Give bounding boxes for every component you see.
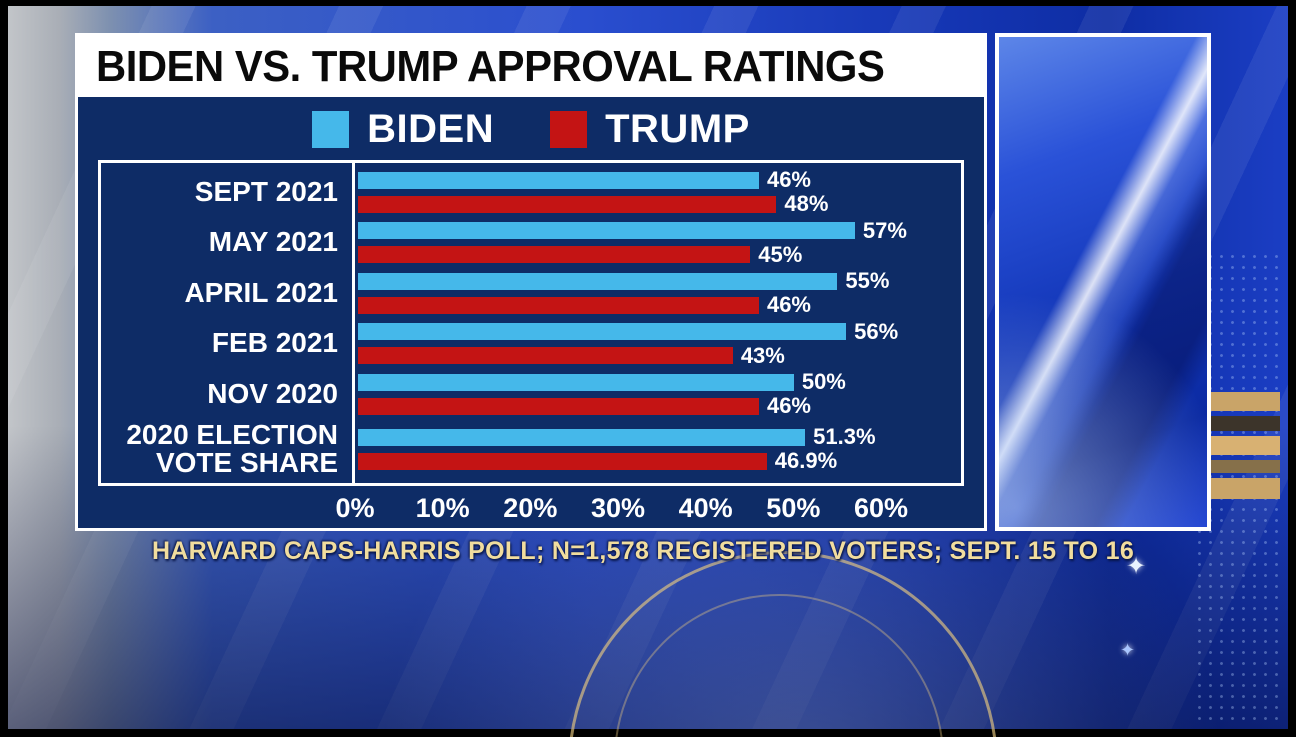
chart-row: FEB 2021 56% 43% [101,319,961,368]
chart-legend: BIDEN TRUMP [78,104,984,154]
bar-group: 57% 45% [352,218,961,267]
bar-value-label: 43% [740,342,785,368]
bar-line: 57% [358,218,907,243]
biden-legend-swatch [312,110,350,148]
bar-line: 48% [358,191,881,217]
category-label: 2020 ELECTION VOTE SHARE [126,418,338,479]
trump-bar [358,296,759,314]
bar-line: 46% [358,292,881,318]
shelf-bar [1198,478,1280,499]
biden-bar [358,272,838,290]
x-tick-label: 50% [766,493,821,523]
bar-value-label: 51.3% [813,424,876,450]
bar-value-label: 57% [862,217,907,243]
biden-bar [358,171,759,189]
trump-bar [358,347,733,365]
shelf-bar [1198,460,1280,473]
bar-line: 56% [358,319,898,344]
bar-group-inner: 46% 48% [358,167,881,217]
chart-row: SEPT 2021 46% 48% [101,167,961,217]
trump-bar [358,397,759,415]
sparkle-icon: ✦ [1126,553,1147,580]
trump-bar [358,195,777,213]
bar-value-label: 46% [766,393,811,419]
chart-row: NOV 2020 50% 46% [101,369,961,419]
bar-value-label: 55% [845,268,890,294]
bar-value-label: 48% [784,191,829,217]
x-tick-label: 0% [335,493,375,523]
x-tick-label: 20% [503,493,558,523]
x-tick-label: 30% [590,493,646,523]
bar-line: 46% [358,393,881,419]
bar-value-label: 45% [758,241,803,267]
x-tick-label: 10% [415,493,470,523]
x-tick-label: 40% [678,493,733,523]
shelf-bar [1198,416,1280,431]
x-axis-ticks: 0% 10% 20% 30% 40% 50% 60% [335,486,908,528]
biden-bar [358,373,794,391]
bar-line: 43% [358,342,881,368]
bar-value-label: 46% [766,292,811,318]
biden-bar [358,323,847,341]
biden-bar [358,222,855,240]
bar-group-inner: 57% 45% [358,218,907,267]
bar-group: 56% 43% [352,319,961,368]
trump-legend-label: TRUMP [605,106,750,151]
bar-group: 51.3% 46.9% [352,424,961,474]
sparkle-icon: ✦ [1120,640,1136,660]
bar-line: 45% [358,241,881,267]
trump-bar [358,452,767,470]
bar-value-label: 50% [801,369,846,395]
shelf-bar [1198,436,1280,455]
category-label: NOV 2020 [207,377,338,409]
chart-row: APRIL 2021 55% 46% [101,268,961,318]
bar-group-inner: 56% 43% [358,319,898,368]
trump-bar [358,246,751,264]
x-tick-label: 60% [853,493,909,523]
chart-row: MAY 2021 57% 45% [101,218,961,267]
bar-value-label: 56% [854,318,899,344]
bar-value-label: 46.9% [774,448,838,474]
bar-group: 55% 46% [352,268,961,318]
bar-group: 50% 46% [352,369,961,419]
bar-group: 46% 48% [352,167,961,217]
graphic-body: BIDEN TRUMP SEPT 2021 46% 48% MAY 2021 57% 45… [78,97,984,528]
bar-line: 51.3% [358,424,881,450]
source-attribution: HARVARD CAPS-HARRIS POLL; N=1,578 REGIST… [151,537,1135,565]
chart-rows: SEPT 2021 46% 48% MAY 2021 57% 45% APRIL 2021 5… [98,160,964,486]
category-label: APRIL 2021 [184,276,338,308]
graphic-header: BIDEN VS. TRUMP APPROVAL RATINGS [78,36,984,97]
page-title: BIDEN VS. TRUMP APPROVAL RATINGS [96,41,885,91]
bar-line: 46% [358,167,881,193]
category-label: SEPT 2021 [194,175,338,207]
bar-value-label: 46% [766,167,811,193]
bar-group-inner: 50% 46% [358,369,881,419]
shelf-bar [1198,392,1280,411]
studio-screen-panel [995,33,1211,531]
bar-group-inner: 55% 46% [358,268,889,318]
bar-group-inner: 51.3% 46.9% [358,424,881,474]
bar-line: 46.9% [358,448,881,474]
bar-line: 55% [358,268,889,293]
approval-ratings-graphic: BIDEN VS. TRUMP APPROVAL RATINGS BIDEN T… [75,33,987,531]
trump-legend-swatch [550,110,588,148]
bar-line: 50% [358,369,881,395]
category-label: MAY 2021 [208,226,338,258]
category-label: FEB 2021 [211,327,338,359]
biden-bar [358,428,806,446]
biden-legend-label: BIDEN [367,106,495,151]
chart-row: 2020 ELECTION VOTE SHARE 51.3% 46.9% [101,418,961,479]
